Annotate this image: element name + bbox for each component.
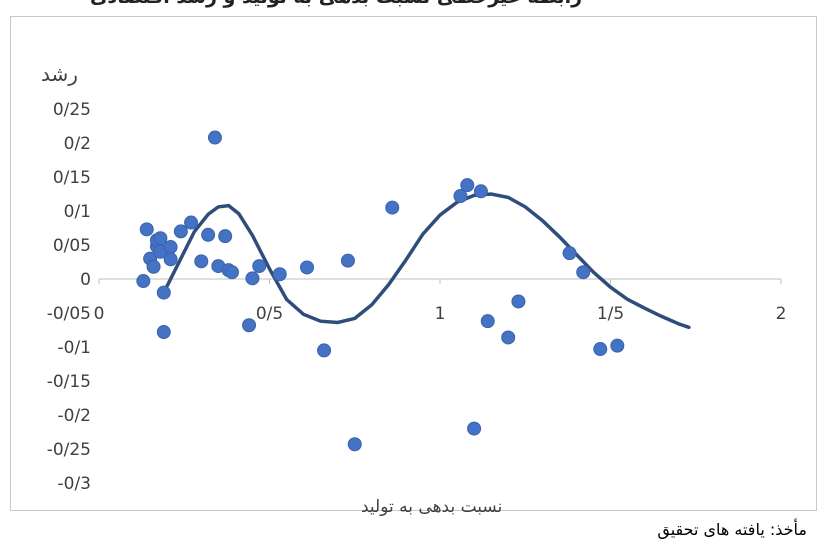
data-point [610, 338, 625, 353]
x-tick-label: 1/5 [597, 304, 624, 324]
y-tick-label: -0/1 [58, 338, 92, 358]
data-point [300, 260, 315, 275]
y-tick-label: -0/25 [47, 440, 91, 460]
data-point [163, 252, 178, 267]
x-tick-label: 0/5 [256, 304, 283, 324]
trendline [165, 192, 691, 330]
data-point [480, 314, 495, 329]
data-point [163, 240, 178, 255]
data-point [153, 231, 168, 246]
data-point [218, 229, 233, 244]
data-point [385, 200, 400, 215]
x-axis-label: نسبت بدهی به تولید [361, 497, 503, 517]
data-point [272, 267, 287, 282]
data-point [173, 224, 188, 239]
data-point [467, 421, 482, 436]
data-point [224, 265, 239, 280]
y-tick-label: 0/25 [53, 100, 91, 120]
data-point [562, 246, 577, 261]
data-point [317, 343, 332, 358]
y-axis-label: رشد [41, 62, 78, 86]
data-point [184, 215, 199, 230]
y-tick-label: 0/2 [64, 134, 91, 154]
data-point [139, 222, 154, 237]
y-tick-label: -0/15 [47, 372, 91, 392]
chart-title: رابطه غیرخطی نسبت بدهی به تولید و رشد اق… [90, 0, 582, 8]
data-point [146, 259, 161, 274]
scatter-plot: 0/250/20/150/10/050-0/05-0/1-0/15-0/2-0/… [47, 100, 787, 494]
source-note: مأخذ: یافته های تحقیق [657, 520, 807, 539]
data-point [501, 330, 516, 345]
data-point [593, 342, 608, 357]
data-point [245, 271, 260, 286]
data-point [340, 253, 355, 268]
data-point [156, 285, 171, 300]
data-point [576, 265, 591, 280]
data-point [473, 184, 488, 199]
data-point [453, 189, 468, 204]
y-tick-label: 0 [80, 270, 91, 290]
x-tick-label: 0 [94, 304, 105, 324]
y-tick-label: -0/3 [58, 474, 92, 494]
data-point [252, 259, 267, 274]
data-point [201, 227, 216, 242]
data-point [511, 294, 526, 309]
y-tick-label: -0/05 [47, 304, 91, 324]
data-point [194, 254, 209, 269]
y-tick-label: -0/2 [58, 406, 92, 426]
x-tick-label: 1 [435, 304, 446, 324]
data-point [242, 318, 257, 333]
y-tick-label: 0/1 [64, 202, 91, 222]
y-tick-label: 0/05 [53, 236, 91, 256]
data-point [347, 437, 362, 452]
data-point [156, 325, 171, 340]
data-point [207, 130, 222, 145]
chart-frame: رشد 0/25 0/2 0/15 0/1 0/05 0 -0/05 -0/1 -0/15 -0/… [10, 16, 817, 517]
data-point [136, 274, 151, 289]
x-tick-label: 2 [776, 304, 787, 324]
data-point [460, 178, 475, 193]
y-tick-label: 0/15 [53, 168, 91, 188]
